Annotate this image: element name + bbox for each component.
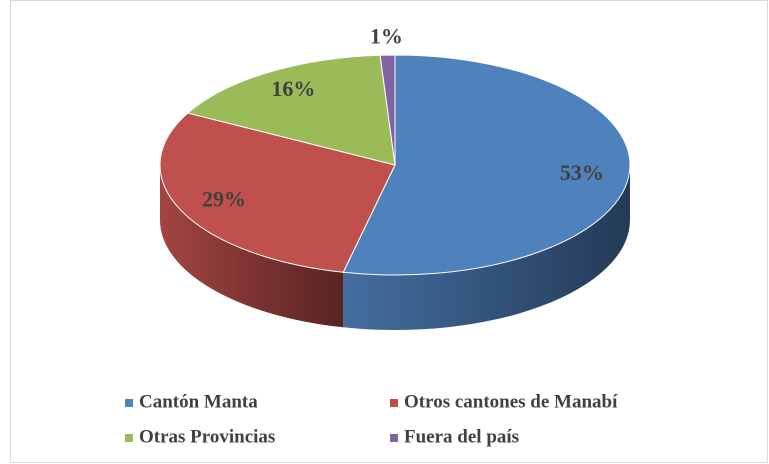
slice — [186, 54, 396, 166]
slice-side-shade — [343, 165, 630, 330]
legend-label: Otras Provincias — [139, 426, 275, 447]
data-label: 29% — [202, 187, 246, 212]
legend-swatch — [390, 399, 398, 407]
legend-swatch — [125, 399, 133, 407]
legend-swatch — [125, 434, 133, 442]
slice — [159, 112, 396, 273]
legend-label: Cantón Manta — [139, 391, 258, 412]
slice-side-shade — [160, 165, 344, 328]
legend-swatch — [390, 434, 398, 442]
data-label: 53% — [560, 160, 604, 185]
legend-label: Otros cantones de Manabí — [404, 391, 618, 412]
data-label: 1% — [370, 24, 403, 49]
legend-label: Fuera del país — [404, 426, 519, 447]
slice — [379, 54, 396, 166]
data-label: 16% — [271, 76, 315, 101]
slice — [342, 54, 631, 276]
